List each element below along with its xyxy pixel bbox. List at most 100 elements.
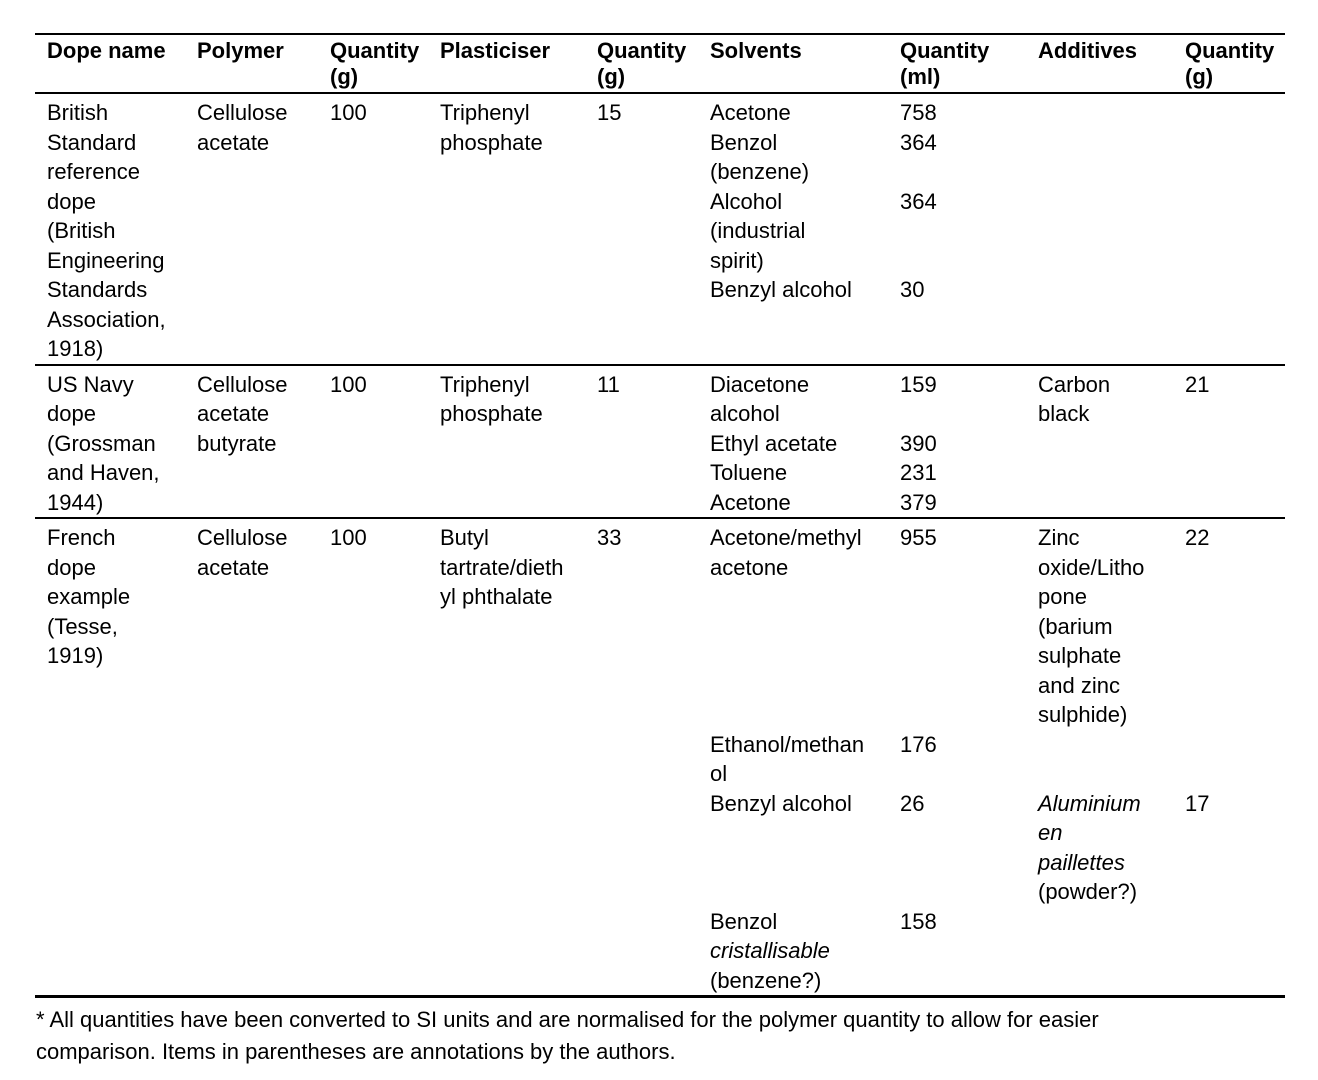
additive-quantity bbox=[1185, 488, 1273, 518]
solvent-name: Acetone/methyl acetone bbox=[710, 523, 876, 730]
plain-text: Ethyl acetate bbox=[710, 430, 838, 456]
cell-additive-quantities bbox=[1173, 92, 1285, 365]
table-row: British Standard reference dope (British… bbox=[35, 92, 1285, 365]
additive-name bbox=[1038, 458, 1161, 488]
plain-text: Zinc oxide/Litho pone (barium sulphate a… bbox=[1038, 525, 1145, 727]
solvent-name: Diacetone alcohol bbox=[710, 370, 876, 429]
cell-solvent-quantities: 159 390 231 379 bbox=[888, 363, 1026, 518]
additive-name bbox=[1038, 128, 1161, 187]
additive-name bbox=[1038, 488, 1161, 518]
additive-name: Zinc oxide/Litho pone (barium sulphate a… bbox=[1038, 523, 1161, 730]
solvent-name: Benzol cristallisable (benzene?) bbox=[710, 907, 876, 996]
additive-name bbox=[1038, 429, 1161, 459]
plain-text: Benzol bbox=[710, 908, 778, 934]
additive-name bbox=[1038, 730, 1161, 789]
solvent-name: Acetone bbox=[710, 98, 876, 128]
additive-name: Aluminium en paillettes (powder?) bbox=[1038, 789, 1161, 907]
cell-polymer: Cellulose acetate bbox=[185, 92, 318, 365]
column-header-additive-quantity: Quantity (g) bbox=[1173, 34, 1285, 94]
table-footnote: * All quantities have been converted to … bbox=[36, 1007, 1099, 1064]
cell-dope-name: British Standard reference dope (British… bbox=[35, 92, 185, 365]
column-header-solvents: Solvents bbox=[698, 34, 888, 94]
dope-formulations-table: Dope name Polymer Quantity (g) Plasticis… bbox=[35, 33, 1285, 998]
plain-text: Ethanol/methan ol bbox=[710, 731, 865, 787]
cell-polymer-quantity: 100 bbox=[318, 363, 428, 518]
cell-additives: Carbon black bbox=[1026, 363, 1173, 518]
cell-polymer-quantity: 100 bbox=[318, 517, 428, 997]
cell-solvents: Acetone/methyl acetone Ethanol/methan ol B… bbox=[698, 517, 888, 997]
italic-text: Aluminium en paillettes bbox=[1038, 790, 1141, 875]
additive-quantity bbox=[1185, 429, 1273, 459]
plain-text: Acetone/methyl acetone bbox=[710, 525, 862, 580]
cell-polymer: Cellulose acetate butyrate bbox=[185, 363, 318, 518]
solvent-quantity: 159 bbox=[900, 371, 937, 397]
cell-solvents: Diacetone alcohol Ethyl acetate Toluene Ace… bbox=[698, 363, 888, 518]
plain-text: Toluene bbox=[710, 460, 788, 485]
solvent-quantity: 379 bbox=[900, 489, 937, 515]
additive-quantity: 22 bbox=[1185, 525, 1210, 550]
solvent-name: Benzyl alcohol bbox=[710, 275, 876, 305]
additive-quantity bbox=[1185, 98, 1273, 128]
plain-text: Benzyl alcohol bbox=[710, 790, 852, 816]
solvent-name: Ethanol/methan ol bbox=[710, 730, 876, 789]
solvent-name: Acetone bbox=[710, 488, 876, 518]
cell-plasticiser: Butyl tartrate/dieth yl phthalate bbox=[428, 517, 585, 997]
additive-quantity bbox=[1185, 275, 1273, 305]
cell-additive-quantities: 22 17 bbox=[1173, 517, 1285, 997]
cell-plasticiser: Triphenyl phosphate bbox=[428, 92, 585, 365]
additive-name bbox=[1038, 98, 1161, 128]
solvent-quantity: 390 bbox=[900, 430, 937, 456]
plain-text: Acetone bbox=[710, 100, 791, 125]
plain-text: Benzol (benzene) bbox=[710, 129, 810, 185]
additive-quantity bbox=[1185, 128, 1273, 187]
solvent-name: Benzol (benzene) bbox=[710, 128, 876, 187]
header-row: Dope name Polymer Quantity (g) Plasticis… bbox=[35, 34, 1285, 94]
column-header-additives: Additives bbox=[1026, 34, 1173, 94]
additive-quantity bbox=[1185, 458, 1273, 488]
table-row: French dope example (Tesse, 1919) Cellulo… bbox=[35, 517, 1285, 997]
cell-dope-name: US Navy dope (Grossman and Haven, 1944) bbox=[35, 363, 185, 518]
solvent-quantity: 158 bbox=[900, 908, 937, 934]
additive-quantity bbox=[1185, 730, 1273, 789]
cell-additives bbox=[1026, 92, 1173, 365]
cell-solvents: Acetone Benzol (benzene) Alcohol (industri… bbox=[698, 92, 888, 365]
column-header-polymer-quantity: Quantity (g) bbox=[318, 34, 428, 94]
additive-quantity: 17 bbox=[1185, 790, 1210, 816]
solvent-name: Ethyl acetate bbox=[710, 429, 876, 459]
solvent-quantity: 364 bbox=[900, 129, 937, 155]
plain-text: Acetone bbox=[710, 489, 791, 515]
solvent-quantity: 364 bbox=[900, 188, 937, 214]
column-header-plasticiser: Plasticiser bbox=[428, 34, 585, 94]
solvent-quantity: 176 bbox=[900, 731, 937, 757]
solvent-quantity: 758 bbox=[900, 100, 937, 125]
cell-plasticiser-quantity: 11 bbox=[585, 363, 698, 518]
cell-solvent-quantities: 955 176 26 158 bbox=[888, 517, 1026, 997]
cell-polymer-quantity: 100 bbox=[318, 92, 428, 365]
cell-solvent-quantities: 758 364 364 30 bbox=[888, 92, 1026, 365]
cell-additives: Zinc oxide/Litho pone (barium sulphate a… bbox=[1026, 517, 1173, 997]
plain-text: Carbon black bbox=[1038, 371, 1111, 427]
italic-text: cristallisable bbox=[710, 938, 830, 963]
solvent-quantity: 955 bbox=[900, 525, 937, 550]
plain-text: Alcohol (industrial spirit) bbox=[710, 188, 806, 273]
table-row: US Navy dope (Grossman and Haven, 1944) C… bbox=[35, 363, 1285, 518]
additive-name: Carbon black bbox=[1038, 370, 1161, 429]
additive-name bbox=[1038, 275, 1161, 305]
table-header: Dope name Polymer Quantity (g) Plasticis… bbox=[35, 34, 1285, 94]
additive-name bbox=[1038, 907, 1161, 996]
plain-text: Benzyl alcohol bbox=[710, 277, 852, 302]
cell-dope-name: French dope example (Tesse, 1919) bbox=[35, 517, 185, 997]
additive-quantity: 21 bbox=[1185, 371, 1210, 397]
column-header-polymer: Polymer bbox=[185, 34, 318, 94]
column-header-plasticiser-quantity: Quantity (g) bbox=[585, 34, 698, 94]
additive-quantity bbox=[1185, 907, 1273, 996]
solvent-name: Alcohol (industrial spirit) bbox=[710, 187, 876, 276]
solvent-quantity: 30 bbox=[900, 277, 925, 302]
cell-plasticiser-quantity: 33 bbox=[585, 517, 698, 997]
solvent-quantity: 231 bbox=[900, 460, 937, 485]
plain-text: (powder?) bbox=[1038, 879, 1138, 904]
solvent-name: Benzyl alcohol bbox=[710, 789, 876, 907]
additive-quantity bbox=[1185, 187, 1273, 276]
plain-text: Diacetone alcohol bbox=[710, 371, 810, 427]
